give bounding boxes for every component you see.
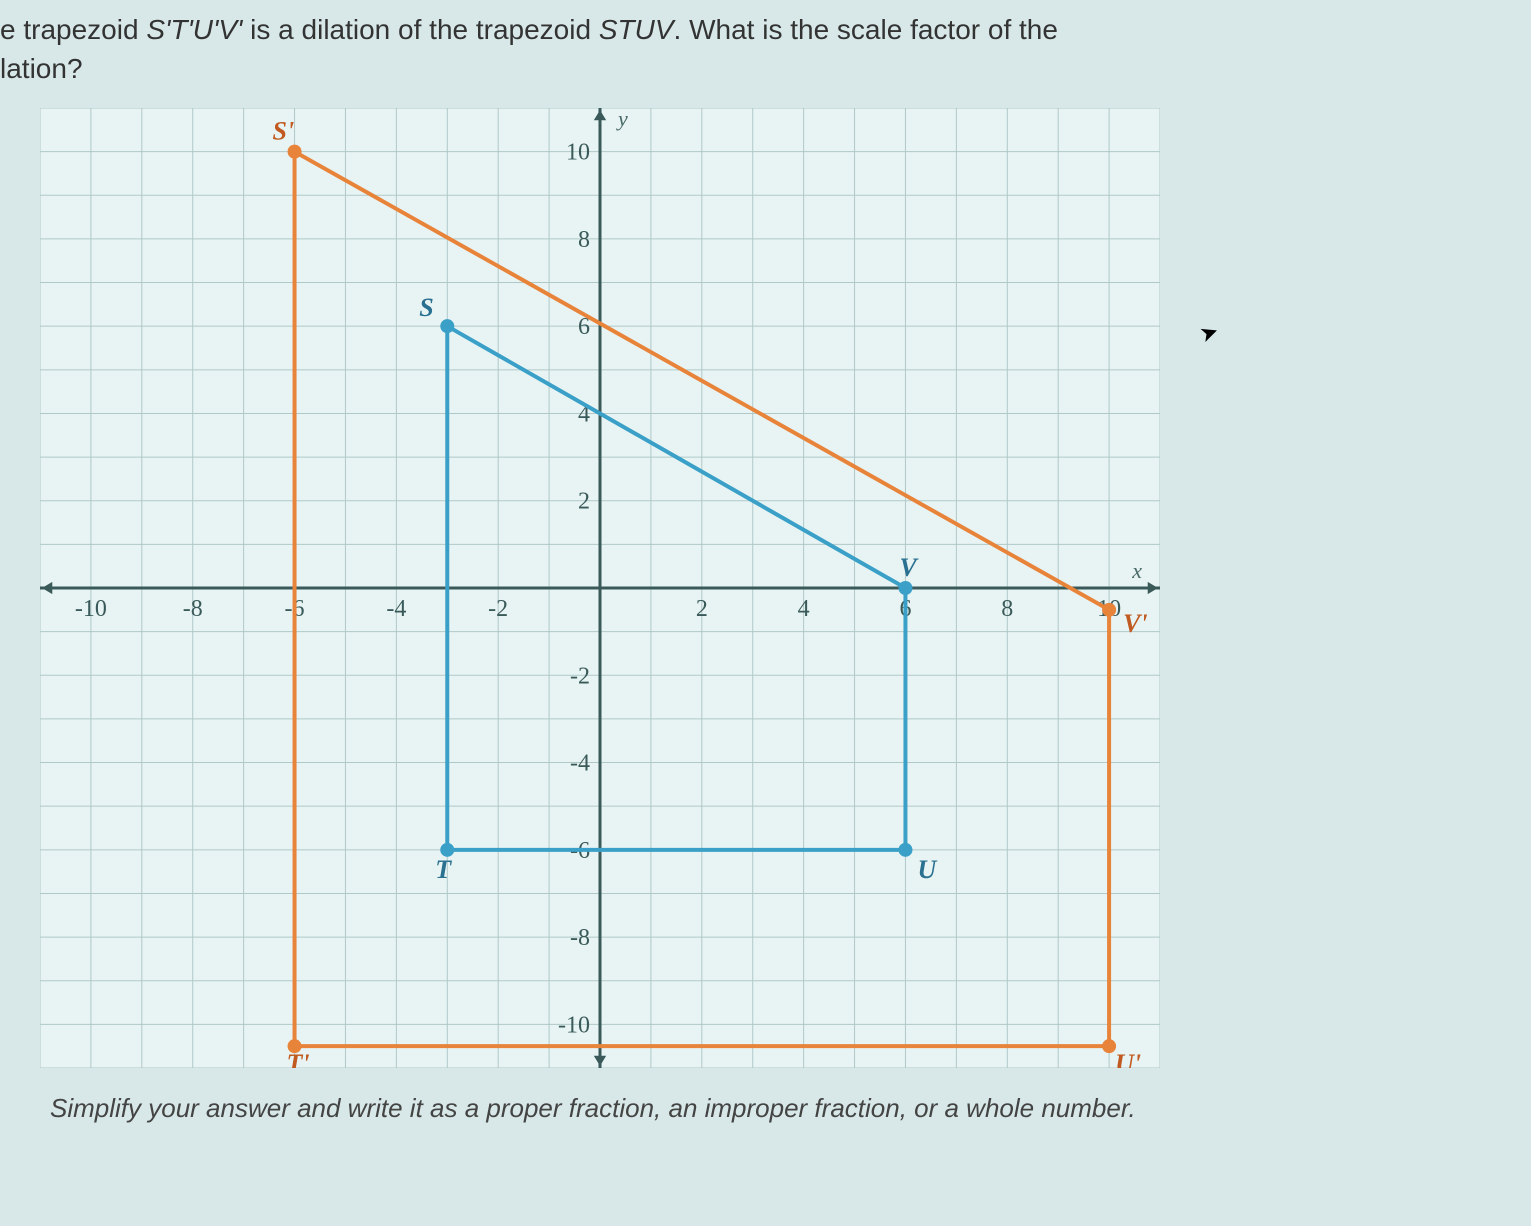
y-tick-label: 8 (578, 227, 590, 253)
q-prefix: e trapezoid (0, 14, 146, 45)
y-tick-label: -4 (570, 751, 590, 777)
x-tick-label: -4 (386, 596, 406, 622)
vertex-label: S' (273, 117, 295, 146)
y-axis-label: y (616, 108, 628, 131)
vertex-label: T' (287, 1050, 310, 1069)
q-suffix: . What is the scale factor of the (674, 14, 1058, 45)
vertex-point (898, 581, 912, 595)
x-tick-label: 2 (696, 596, 708, 622)
vertex-point (1102, 1040, 1116, 1054)
vertex-label: U' (1115, 1050, 1141, 1069)
vertex-point (288, 145, 302, 159)
x-tick-label: -10 (75, 596, 107, 622)
x-tick-label: 4 (798, 596, 810, 622)
vertex-label: U (917, 855, 937, 884)
vertex-point (440, 320, 454, 334)
vertex-label: V (899, 553, 919, 582)
vertex-label: S (419, 294, 433, 323)
coordinate-chart: -10-8-6-4-2246810-10-8-6-4-2246810yxS'T'… (40, 108, 1160, 1068)
y-tick-label: -2 (570, 664, 590, 690)
vertex-point (898, 843, 912, 857)
x-tick-label: 8 (1001, 596, 1013, 622)
q-line2: lation? (0, 53, 83, 84)
x-tick-label: -2 (488, 596, 508, 622)
x-axis-label: x (1131, 558, 1142, 583)
y-tick-label: 10 (566, 140, 590, 166)
y-tick-label: -8 (570, 925, 590, 951)
q-image-label: S'T'U'V' (146, 14, 242, 45)
question-text: e trapezoid S'T'U'V' is a dilation of th… (0, 0, 1531, 108)
q-preimage-label: STUV (599, 14, 674, 45)
chart-region: -10-8-6-4-2246810-10-8-6-4-2246810yxS'T'… (40, 108, 1531, 1073)
vertex-label: V' (1123, 609, 1148, 638)
vertex-label: T (435, 855, 452, 884)
footer-text-content: Simplify your answer and write it as a p… (50, 1093, 1136, 1123)
y-tick-label: -10 (558, 1013, 590, 1039)
vertex-point (1102, 603, 1116, 617)
y-tick-label: 2 (578, 489, 590, 515)
footer-instruction: Simplify your answer and write it as a p… (0, 1073, 1531, 1126)
x-tick-label: -8 (183, 596, 203, 622)
q-mid: is a dilation of the trapezoid (242, 14, 598, 45)
